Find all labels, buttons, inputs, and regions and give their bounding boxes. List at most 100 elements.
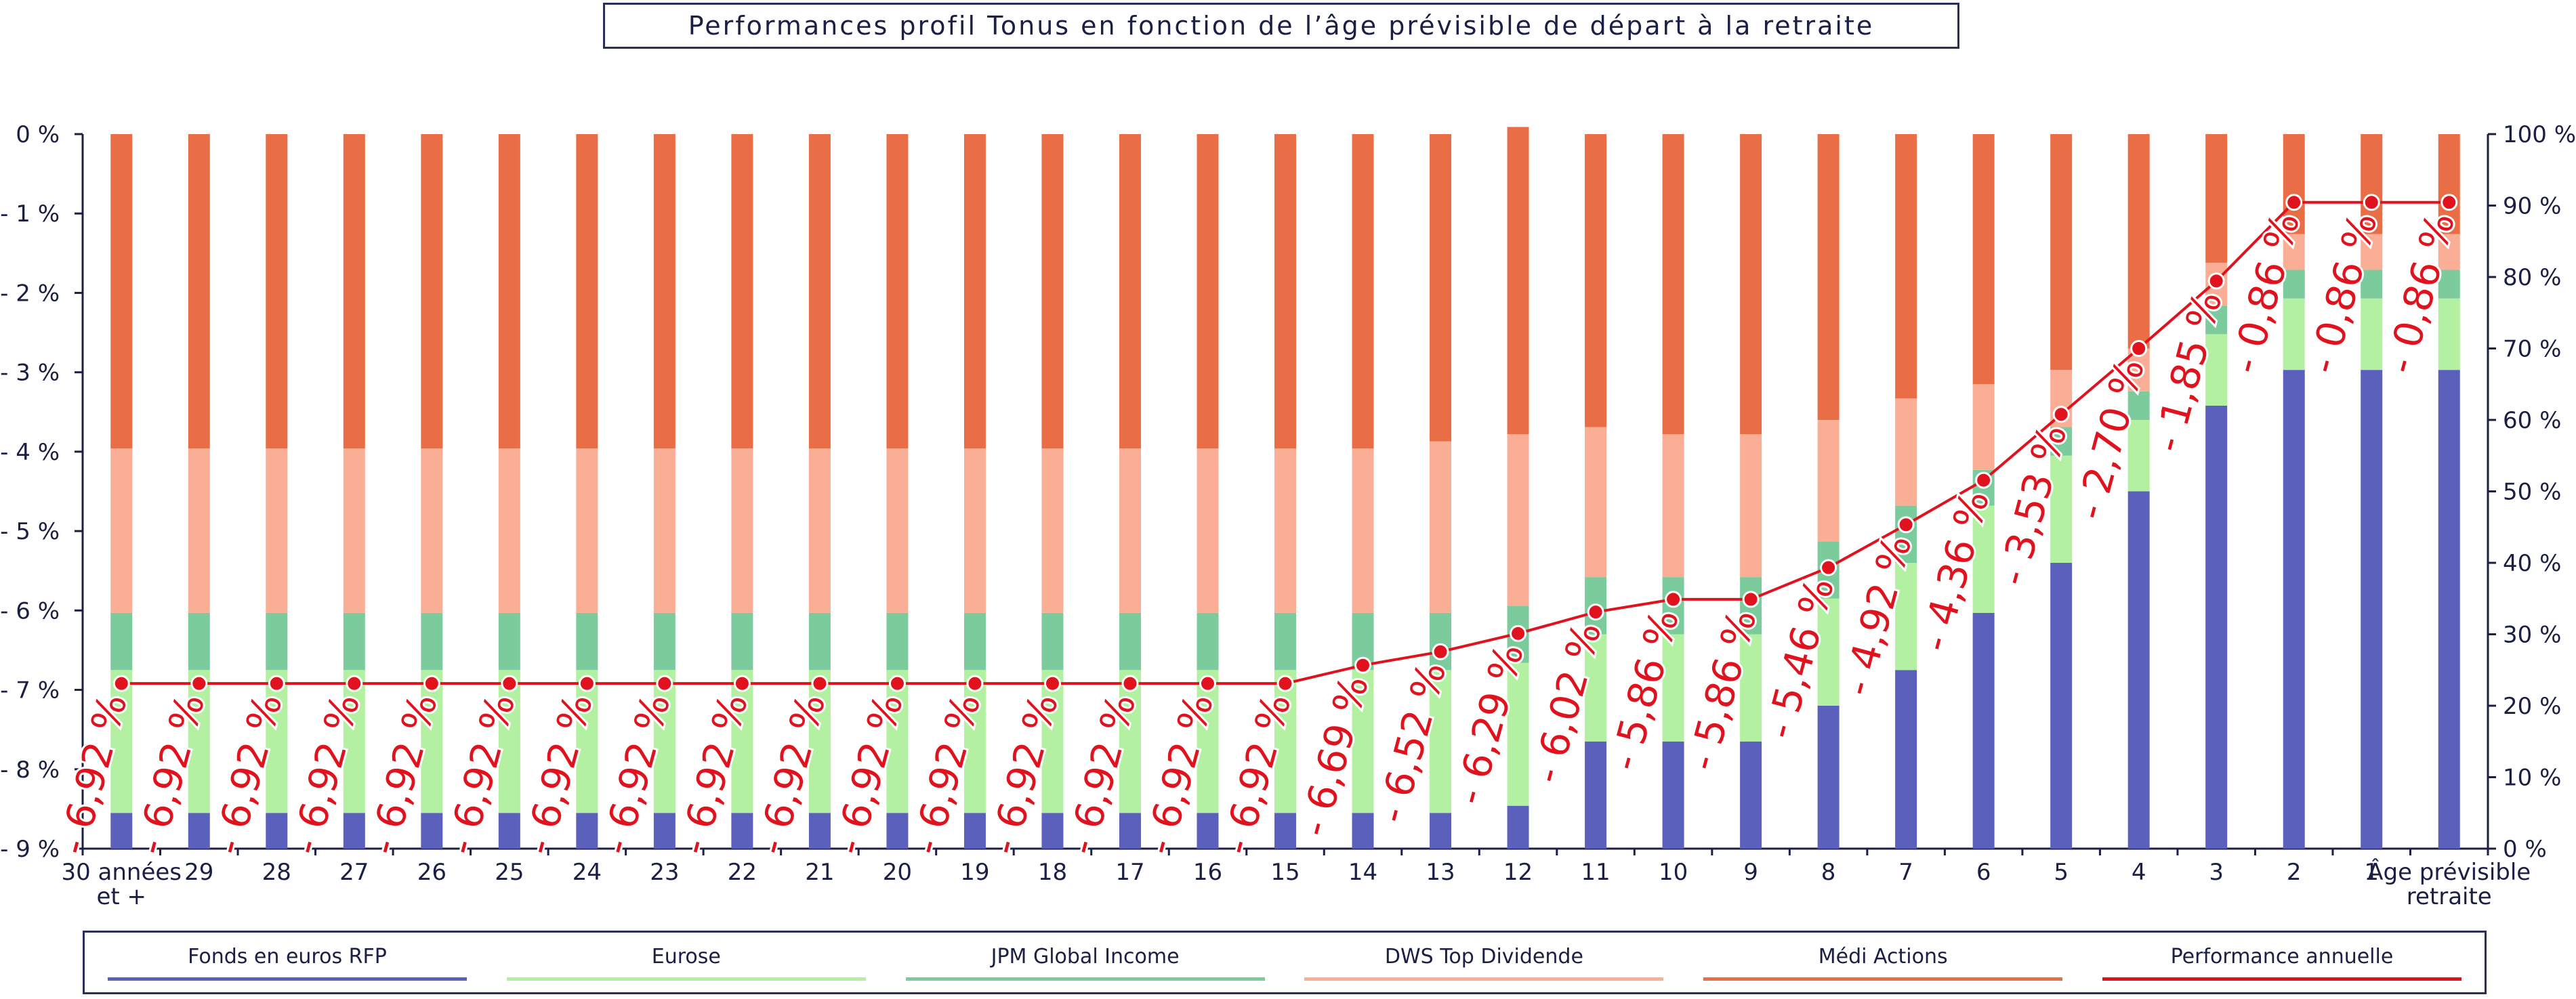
- chart-title: Performances profil Tonus en fonction de…: [603, 3, 1959, 49]
- legend-label: Eurose: [651, 944, 721, 969]
- bar-jpm-global-income: [2050, 427, 2073, 456]
- bar-eurose: [576, 670, 598, 813]
- performance-point: [966, 675, 984, 692]
- bar-jpm-global-income: [1895, 505, 1917, 563]
- bar-m-di-actions: [1895, 134, 1917, 399]
- x-tick-label: 6: [1976, 859, 1991, 886]
- bar-dws-top-dividende: [1274, 448, 1296, 613]
- bar-m-di-actions: [576, 134, 598, 449]
- y-right-tick-label: 100 %: [2503, 121, 2576, 148]
- bar-dws-top-dividende: [1585, 427, 1607, 578]
- bar-m-di-actions: [343, 134, 365, 449]
- bar-dws-top-dividende: [188, 448, 210, 613]
- x-tick-label-line: 23: [650, 859, 679, 886]
- bar-jpm-global-income: [963, 612, 986, 671]
- legend-label: Médi Actions: [1818, 944, 1948, 969]
- bar-jpm-global-income: [1119, 612, 1141, 671]
- bar-jpm-global-income: [2127, 391, 2150, 420]
- bar-m-di-actions: [963, 134, 986, 449]
- x-tick-label: 21: [805, 859, 834, 886]
- y-left-tick-label: - 3 %: [0, 360, 60, 387]
- bar-dws-top-dividende: [886, 448, 909, 613]
- legend-item: JPM Global Income: [905, 933, 1265, 992]
- bar-dws-top-dividende: [1197, 448, 1219, 613]
- bar-m-di-actions: [1972, 134, 1995, 385]
- y-left-tick-label: - 9 %: [0, 836, 60, 863]
- y-left-tick-label: - 6 %: [0, 597, 60, 624]
- bar-m-di-actions: [1119, 134, 1141, 449]
- bar-fonds-en-euros-rfp: [1352, 813, 1374, 849]
- bar-dws-top-dividende: [266, 448, 288, 613]
- performance-point: [578, 675, 596, 692]
- performance-point: [2285, 194, 2303, 211]
- bar-eurose: [1430, 670, 1452, 813]
- bar-m-di-actions: [1430, 134, 1452, 442]
- performance-point: [2130, 340, 2148, 357]
- bar-fonds-en-euros-rfp: [1430, 813, 1452, 849]
- bar-eurose: [188, 670, 210, 813]
- bar-jpm-global-income: [266, 612, 288, 671]
- y-right-tick-label: 20 %: [2503, 693, 2561, 720]
- bar-jpm-global-income: [1430, 612, 1452, 671]
- bar-eurose: [2050, 455, 2073, 563]
- bar-fonds-en-euros-rfp: [576, 813, 598, 849]
- legend-swatch: [2102, 977, 2461, 981]
- bar-jpm-global-income: [421, 612, 443, 671]
- bar-fonds-en-euros-rfp: [1041, 813, 1064, 849]
- legend-item: Médi Actions: [1703, 933, 2063, 992]
- performance-point: [1276, 675, 1294, 692]
- bar-dws-top-dividende: [963, 448, 986, 613]
- x-tick-label-line: Âge prévisible: [2367, 858, 2531, 886]
- performance-point: [1742, 591, 1760, 608]
- performance-point: [1975, 471, 1993, 489]
- bar-dws-top-dividende: [731, 448, 753, 613]
- x-tick-label-line: 9: [1743, 859, 1758, 886]
- bar-fonds-en-euros-rfp: [266, 813, 288, 849]
- bar-eurose: [963, 670, 986, 813]
- bar-fonds-en-euros-rfp: [2283, 370, 2305, 849]
- bar-fonds-en-euros-rfp: [498, 813, 520, 849]
- bar-dws-top-dividende: [498, 448, 520, 613]
- bar-fonds-en-euros-rfp: [1972, 612, 1995, 849]
- x-tick-label: 3: [2209, 859, 2224, 886]
- x-tick-label-line: 1: [2364, 859, 2379, 886]
- performance-point: [190, 675, 208, 692]
- bar-eurose: [1507, 662, 1529, 806]
- x-tick-label: 19: [960, 859, 989, 886]
- x-tick-label-line: 21: [805, 859, 834, 886]
- x-tick-label-line: 16: [1193, 859, 1222, 886]
- performance-point: [2363, 194, 2380, 211]
- bar-eurose: [110, 670, 133, 813]
- bar-dws-top-dividende: [576, 448, 598, 613]
- y-right-tick-label: 60 %: [2503, 407, 2561, 434]
- legend: Fonds en euros RFP Eurose JPM Global Incom…: [83, 931, 2487, 994]
- x-tick-label-line: 19: [960, 859, 989, 886]
- bar-dws-top-dividende: [2361, 234, 2383, 270]
- performance-point: [811, 675, 829, 692]
- bar-fonds-en-euros-rfp: [886, 813, 909, 849]
- bar-dws-top-dividende: [1662, 434, 1684, 578]
- performance-point: [346, 675, 363, 692]
- legend-swatch: [1703, 977, 2063, 981]
- legend-item: DWS Top Dividende: [1304, 933, 1664, 992]
- bar-eurose: [1352, 670, 1374, 813]
- y-left-tick-label: - 4 %: [0, 439, 60, 466]
- y-right-tick-label: 70 %: [2503, 336, 2561, 363]
- bar-fonds-en-euros-rfp: [2127, 491, 2150, 849]
- y-right-tick-label: 90 %: [2503, 193, 2561, 220]
- bar-eurose: [1817, 598, 1840, 706]
- y-right-tick-label: 10 %: [2503, 765, 2561, 792]
- bar-m-di-actions: [1740, 134, 1762, 435]
- performance-line: [112, 194, 2458, 692]
- bar-m-di-actions: [886, 134, 909, 449]
- performance-point: [1665, 591, 1682, 608]
- legend-label: Fonds en euros RFP: [188, 944, 387, 969]
- bar-jpm-global-income: [2438, 270, 2460, 299]
- bar-fonds-en-euros-rfp: [808, 813, 831, 849]
- bar-eurose: [1041, 670, 1064, 813]
- legend-item: Eurose: [506, 933, 866, 992]
- x-tick-label-line: 7: [1898, 859, 1913, 886]
- performance-point: [1897, 516, 1915, 534]
- x-tick-label-line: 29: [184, 859, 213, 886]
- y-right-tick-label: 30 %: [2503, 622, 2561, 649]
